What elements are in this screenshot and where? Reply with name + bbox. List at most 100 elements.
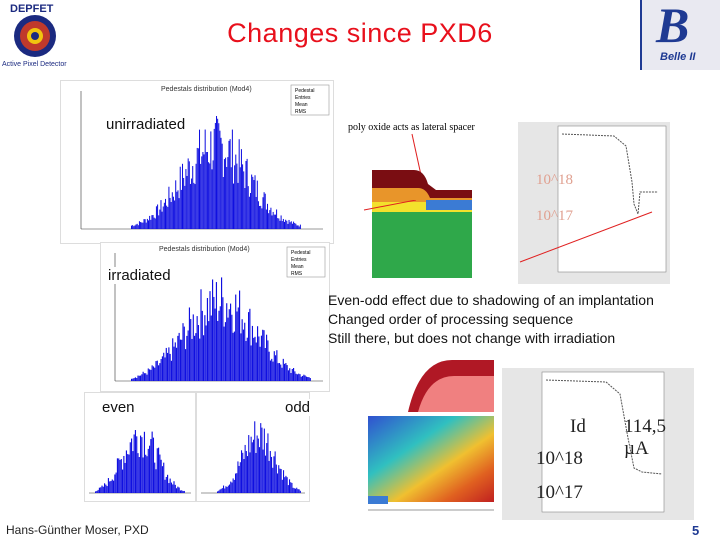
hist-bar [225,486,227,493]
hist-bar [298,489,300,493]
hist-bar [261,427,263,493]
hist-bar [171,192,173,229]
hist-bar [292,487,294,493]
hist-bar [233,479,235,493]
hist-bar [244,187,246,229]
hist-bar [278,363,281,381]
hist-bar [132,225,134,229]
hist-bar [140,375,142,381]
curve-bottom-plot-area [541,371,665,513]
hist-bar [188,307,191,381]
hist-bar [255,342,257,381]
hist-bar [262,329,264,381]
hist-bar [239,167,241,229]
curve-bottom-id-value: 114,5 µA [624,416,667,459]
hist-bar [270,207,272,229]
hist-bar [158,447,160,493]
hist-bar [164,479,166,493]
hist-bar [170,201,172,229]
hist-bar [134,377,137,381]
hist-bar [245,451,247,493]
hist-bar [149,369,151,381]
hist-bar [173,481,175,493]
hist-bar [250,193,252,229]
hist-bar [295,223,297,229]
hist-bar [135,224,137,229]
hist-bar [107,478,110,493]
hist-bar [230,167,232,229]
hist-bar [182,323,184,381]
hist-bar [226,487,228,493]
hist-bar [153,217,155,229]
hist-bar [275,464,277,493]
hist-bar [304,375,306,381]
hist-bar [256,180,258,229]
hist-bar [96,490,98,493]
label-even: even [102,399,135,416]
hist-bar [213,128,215,229]
hist-bar [241,450,243,493]
hist-bar [142,457,144,493]
hist-bar [259,447,261,493]
hist-bar [161,211,163,229]
histogram-even [84,392,196,502]
hist-bar [151,431,153,493]
hist-bar [299,374,301,381]
hist-bar [240,333,242,381]
hist-bar [227,485,229,493]
hist-bar [269,360,272,381]
hist-bar [176,488,178,493]
hist-bar [167,474,169,493]
hist-bar [133,226,135,229]
hist-bar [275,355,277,381]
hist-bar [258,336,260,381]
hist-bar [209,291,211,381]
hist-bar [237,182,239,229]
hist-bar [222,297,224,381]
hist-bar [191,338,193,381]
hist-bar [267,433,269,493]
hist-bar [152,437,155,493]
hist-bar [163,202,165,229]
hist-bar [226,166,228,229]
hist-bar [195,163,197,229]
hist-bar [290,221,292,229]
hist-bar [170,482,173,493]
hist-bar [178,198,180,229]
hist-bar [277,218,279,229]
hist1-legend-box [290,84,330,116]
hist-bar [284,477,286,493]
hist-bar [234,165,236,229]
hist-bar [266,443,268,493]
curve-bottom-line [545,379,663,475]
hist-bar [142,371,144,381]
hist-bar [295,373,297,381]
hist-bar [243,459,245,493]
hist-bar [182,163,184,229]
hist-bar [177,335,179,381]
hist-bar [161,356,164,381]
hist-bar [104,483,106,493]
hist-bar [271,456,273,493]
hist-bar [240,149,242,229]
hist1-legend-3: RMS [295,109,307,115]
hist-bar [239,462,241,493]
hist-bar [221,143,223,229]
hist-bar [282,358,284,381]
hist-bar [154,462,156,493]
hist-bar [284,221,286,229]
hist-bar [254,421,256,493]
sim-annotation: poly oxide acts as lateral spacer [348,122,475,133]
hist-bar [309,378,311,381]
hist-bar [120,459,122,493]
notes-block: Even-odd effect due to shadowing of an i… [328,291,718,348]
hist-bar [203,335,205,381]
hist-bar [228,309,230,381]
hist-bar [208,321,210,381]
page-number: 5 [692,523,700,538]
hist-bar [192,314,194,381]
hist-bar [185,349,187,381]
hist-bar [197,325,200,381]
hist-bar [133,378,135,381]
hist-bar [152,366,155,381]
